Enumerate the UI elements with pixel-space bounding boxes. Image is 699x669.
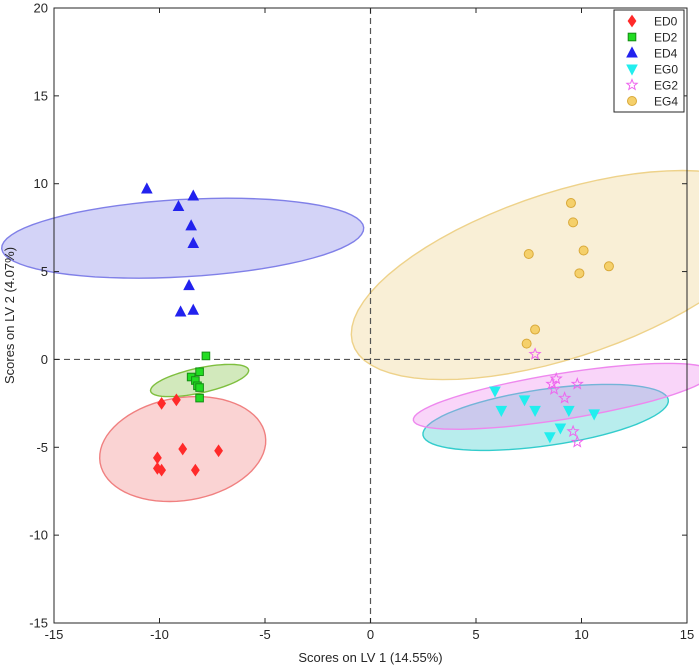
- x-tick-label: -5: [259, 627, 271, 642]
- point-eg2-8: [570, 435, 584, 448]
- point-eg2-2: [545, 377, 559, 390]
- ellipse-eg2: [412, 362, 699, 431]
- point-eg4-6: [603, 261, 614, 272]
- legend-label-eg2: EG2: [654, 79, 678, 93]
- point-ed2-2: [195, 367, 204, 377]
- point-eg2-3: [547, 382, 561, 395]
- x-tick-label: 5: [472, 627, 479, 642]
- point-eg0-8: [588, 409, 600, 421]
- legend-label-ed4: ED4: [654, 47, 678, 61]
- y-tick-label: 20: [34, 1, 48, 16]
- y-axis-label: Scores on LV 2 (4.07%): [2, 247, 17, 384]
- point-ed4-6: [183, 279, 195, 291]
- y-tick-label: -5: [36, 440, 48, 455]
- legend-label-eg0: EG0: [654, 63, 678, 77]
- x-axis-ticks: -15 -10 -5 0 5 10 15: [45, 8, 694, 642]
- y-tick-label: 0: [41, 352, 48, 367]
- point-eg2-4: [549, 371, 563, 385]
- point-ed2-7: [195, 393, 204, 403]
- y-tick-label: 15: [34, 88, 48, 103]
- legend-label-ed0: ED0: [654, 15, 678, 29]
- point-eg4-8: [521, 338, 532, 349]
- point-ed0-3: [178, 442, 188, 456]
- legend-marker-eg0: [626, 64, 638, 76]
- point-eg2-1: [528, 347, 542, 360]
- point-ed2-6: [195, 383, 204, 392]
- point-eg0-1: [489, 386, 501, 398]
- legend-marker-eg2: [625, 78, 639, 91]
- legend-label-ed2: ED2: [654, 31, 678, 45]
- point-ed0-2: [171, 393, 181, 407]
- point-ed4-7: [174, 305, 187, 317]
- point-eg2-5: [558, 391, 572, 404]
- point-eg0-3: [518, 395, 531, 407]
- x-axis-label: Scores on LV 1 (14.55%): [298, 650, 442, 665]
- x-tick-label: 10: [574, 627, 588, 642]
- point-ed0-5: [190, 463, 200, 477]
- point-ed4-1: [141, 182, 153, 194]
- y-tick-label: 5: [41, 264, 48, 279]
- point-ed4-3: [187, 189, 200, 201]
- point-eg4-7: [530, 324, 541, 335]
- point-eg2-7: [566, 424, 580, 438]
- point-ed0-8: [157, 463, 167, 477]
- y-tick-label: 10: [34, 176, 48, 191]
- legend-label-eg4: EG4: [654, 95, 678, 109]
- point-eg4-3: [523, 249, 534, 259]
- confidence-ellipses: [0, 169, 699, 503]
- legend-marker-ed4: [626, 46, 638, 58]
- x-tick-label: -15: [45, 627, 64, 642]
- point-ed0-4: [214, 444, 223, 458]
- legend-marker-ed0: [627, 14, 637, 28]
- y-axis-ticks: -15 -10 -5 0 5 10 15 20: [29, 1, 687, 631]
- point-eg4-2: [568, 217, 579, 228]
- point-eg0-4: [529, 405, 541, 417]
- x-tick-label: -10: [150, 627, 169, 642]
- point-ed4-5: [187, 236, 200, 248]
- point-ed4-2: [172, 199, 185, 212]
- x-tick-label: 0: [367, 627, 374, 642]
- y-tick-label: -10: [29, 528, 48, 543]
- zero-lines: [54, 8, 687, 623]
- point-eg4-1: [565, 198, 576, 209]
- legend-marker-ed2: [627, 32, 637, 42]
- y-tick-label: -15: [29, 616, 48, 631]
- point-ed0-1: [157, 396, 167, 410]
- legend-marker-eg4: [627, 96, 637, 106]
- point-eg0-5: [544, 432, 556, 444]
- legend: ED0 ED2 ED4 EG0 EG2 EG4: [613, 9, 685, 113]
- point-ed4-8: [187, 303, 200, 315]
- ellipse-eg0: [422, 383, 670, 452]
- point-eg0-7: [563, 405, 575, 417]
- ellipse-eg4: [350, 169, 699, 381]
- point-ed4-4: [185, 219, 197, 231]
- ellipse-ed4: [0, 197, 365, 279]
- point-eg0-2: [495, 405, 508, 417]
- point-eg0-6: [554, 423, 567, 435]
- x-tick-label: 15: [680, 627, 694, 642]
- data-points: [141, 182, 614, 477]
- point-eg2-6: [570, 377, 584, 390]
- point-ed2-1: [201, 351, 211, 361]
- point-eg4-4: [578, 245, 589, 256]
- legend-box: [613, 9, 685, 113]
- point-eg4-5: [574, 268, 585, 279]
